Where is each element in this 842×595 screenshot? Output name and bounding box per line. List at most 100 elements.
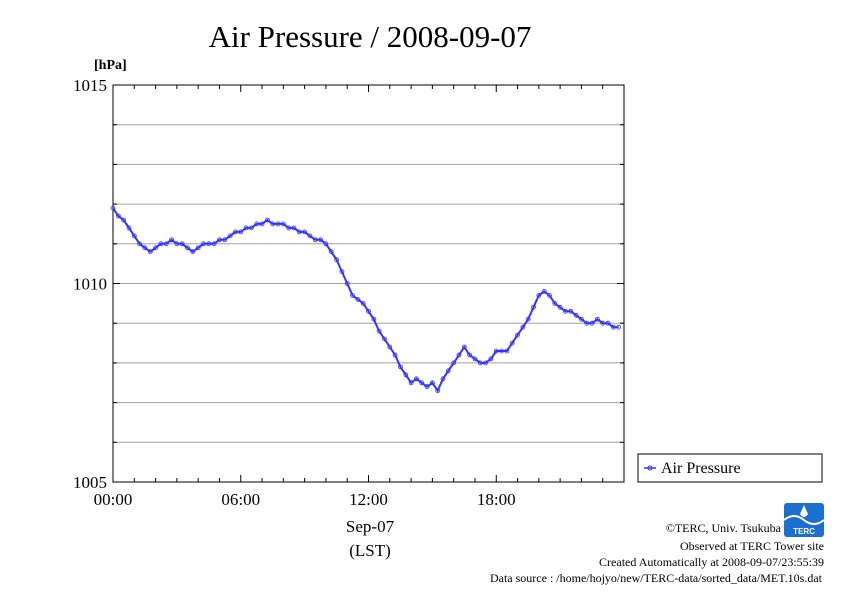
data-point [445,368,451,374]
data-point [217,237,222,243]
data-point [403,372,409,378]
data-point [461,344,467,350]
legend-box [637,453,823,483]
data-point [110,205,116,211]
logo-text: TERC [793,527,815,536]
data-point [238,229,244,235]
data-point [493,348,499,354]
observed-text: Observed at TERC Tower site [680,539,824,553]
data-point [584,320,590,326]
data-point [270,221,276,227]
data-point [531,304,536,310]
data-point [435,388,441,394]
data-point [557,304,563,310]
data-point [387,344,393,350]
data-point [275,221,281,227]
data-point [323,241,329,247]
data-point [477,360,483,366]
data-point [371,316,377,322]
data-point [408,380,414,386]
data-point [419,380,425,386]
data-point [541,288,547,294]
chart-title: Air Pressure / 2008-09-07 [209,19,532,54]
copyright-text: ©TERC, Univ. Tsukuba [666,521,782,535]
data-point [232,229,238,235]
data-point [515,332,520,338]
data-point [137,241,143,247]
data-point [616,324,622,330]
data-point [169,237,175,243]
data-point [520,324,526,330]
data-point [547,292,552,298]
data-point [126,225,132,231]
data-point [451,360,457,366]
data-point [296,229,302,235]
data-point [472,356,478,362]
legend-marker-swatch [647,465,653,471]
data-point [382,336,387,342]
data-point [563,308,568,314]
data-point [600,320,606,326]
data-point [440,376,446,382]
x-tick-label: 12:00 [349,490,388,509]
data-point [424,384,430,390]
data-point [286,225,292,231]
data-point [243,225,249,231]
data-point [483,360,489,366]
x-axis-date-label: Sep-07 [346,517,395,536]
x-axis-timezone-label: (LST) [349,541,391,560]
data-point [488,356,494,362]
data-point [280,221,286,227]
logo-drop-icon [800,505,808,517]
data-point [227,233,233,239]
data-point [254,221,260,227]
terc-logo: TERC [783,503,825,537]
data-point [605,320,611,326]
data-point [248,225,254,231]
data-point [115,213,121,219]
data-point [339,269,345,275]
data-point [579,316,584,322]
data-point [350,292,355,298]
data-point [206,241,212,247]
data-point [344,281,350,286]
data-point [552,300,558,306]
y-tick-label: 1005 [73,473,107,492]
data-point [158,241,164,247]
data-point [259,221,265,227]
data-point [179,241,185,247]
x-tick-label: 18:00 [477,490,516,509]
data-point [413,376,419,382]
data-point [392,352,398,358]
logo-wave [783,515,825,525]
data-point [328,249,334,255]
data-point [397,364,403,370]
y-tick-label: 1010 [73,275,107,294]
data-point [131,233,137,239]
created-text: Created Automatically at 2008-09-07/23:5… [599,555,824,569]
data-point [456,352,462,358]
data-point [611,324,616,330]
data-point [291,225,297,231]
data-point [366,308,371,314]
data-point [312,237,318,243]
data-point [121,217,126,223]
data-point [190,249,196,255]
y-axis: 1015 1010 1005 [73,76,624,492]
data-point [302,229,308,235]
legend: Air Pressure [637,453,823,483]
data-point [589,320,595,326]
series-air-pressure [110,205,622,394]
data-point [573,312,579,318]
data-point [174,241,180,247]
data-point [307,233,313,239]
data-point [467,352,473,358]
legend-label: Air Pressure [661,460,741,477]
data-point [222,237,228,243]
data-point [147,249,153,255]
data-point [185,245,190,251]
data-point [318,237,324,243]
data-point [355,296,361,302]
y-tick-label: 1015 [73,76,107,95]
